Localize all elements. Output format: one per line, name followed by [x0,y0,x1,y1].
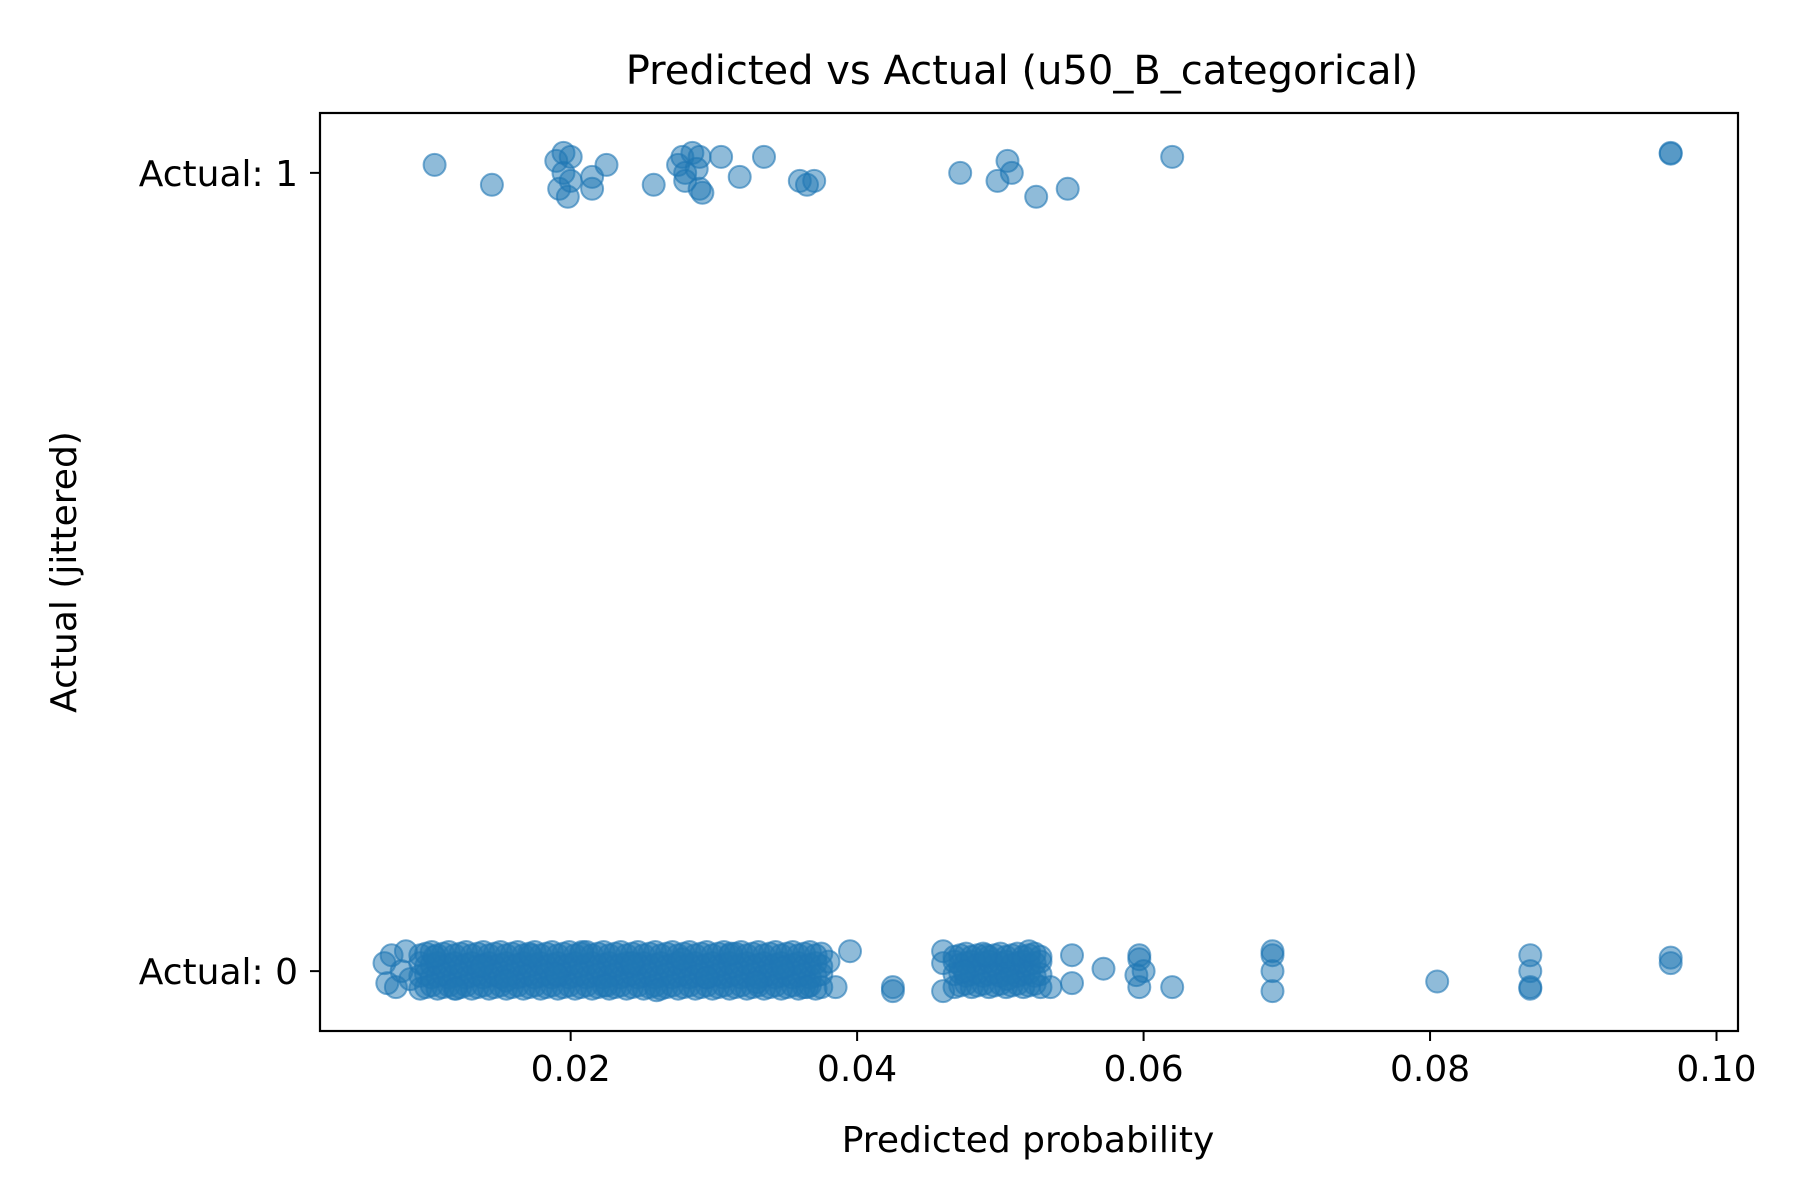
x-tick-label: 0.06 [1104,1049,1184,1090]
data-point-actual-0 [620,951,645,976]
data-point-actual-0 [1017,939,1041,964]
data-point-actual-0 [1091,956,1116,981]
data-point-actual-0 [838,939,862,964]
data-point-actual-0 [594,973,619,998]
x-tick-label: 0.10 [1676,1049,1756,1090]
data-point-actual-0 [744,970,769,995]
chart-title: Predicted vs Actual (u50_B_categorical) [626,48,1418,94]
data-point-actual-0 [995,967,1020,992]
data-point-actual-1 [985,168,1010,193]
data-point-actual-0 [823,975,848,1000]
data-point-actual-0 [544,962,569,987]
data-point-actual-0 [1160,975,1185,1000]
data-point-actual-0 [1038,975,1063,1000]
data-point-actual-1 [948,160,973,185]
points-layer [372,140,1683,1004]
data-point-actual-0 [719,941,744,966]
data-point-actual-0 [1518,976,1543,1001]
data-point-actual-0 [1658,951,1683,976]
data-point-actual-1 [1024,184,1049,209]
data-point-actual-0 [469,954,494,979]
data-point-actual-0 [570,940,595,964]
data-point-actual-0 [1260,979,1285,1004]
data-point-actual-1 [479,172,504,197]
data-point-actual-0 [1131,959,1156,984]
y-tick-label: Actual: 1 [139,154,298,195]
x-axis: 0.02 0.04 0.06 0.08 0.10 [531,1031,1757,1090]
data-point-actual-0 [952,959,977,984]
y-axis-label: Actual (jittered) [44,431,85,713]
plot-frame [318,111,1740,1033]
data-point-actual-1 [709,144,734,169]
data-point-actual-0 [931,951,956,976]
data-point-actual-1 [1658,141,1683,166]
data-point-actual-1 [422,152,447,177]
data-point-actual-1 [752,144,776,169]
data-point-actual-1 [558,144,583,169]
data-point-actual-0 [1260,959,1285,984]
y-tick-label: Actual: 0 [139,952,298,993]
data-point-actual-0 [393,939,418,964]
data-point-actual-0 [694,965,719,990]
data-point-actual-0 [1060,971,1084,996]
data-point-actual-1 [594,152,619,177]
data-point-actual-1 [1160,144,1185,169]
x-tick-label: 0.02 [531,1049,611,1090]
data-point-actual-0 [795,975,819,1000]
data-point-actual-0 [494,968,519,993]
data-point-actual-0 [816,949,841,974]
data-point-actual-0 [974,943,998,968]
data-point-actual-1 [690,180,715,205]
data-point-actual-1 [802,168,827,193]
data-point-actual-1 [641,172,666,197]
y-axis: Actual: 0 Actual: 1 [139,154,320,993]
data-point-actual-1 [558,168,583,193]
data-point-actual-0 [880,979,905,1004]
data-point-actual-0 [1425,969,1450,994]
data-point-actual-0 [518,943,543,968]
x-tick-label: 0.08 [1390,1049,1470,1090]
data-point-actual-0 [644,978,669,1003]
data-point-actual-1 [1055,176,1080,201]
data-point-actual-0 [398,967,423,992]
data-point-actual-0 [1060,943,1084,968]
data-point-actual-0 [931,979,956,1004]
x-axis-label: Predicted probability [842,1120,1215,1161]
data-point-actual-0 [770,955,795,980]
x-tick-label: 0.04 [817,1049,897,1090]
data-point-actual-0 [444,976,469,1001]
data-point-actual-0 [422,944,447,969]
data-point-actual-1 [727,164,752,189]
data-point-actual-1 [687,144,712,169]
data-point-actual-0 [670,947,695,972]
